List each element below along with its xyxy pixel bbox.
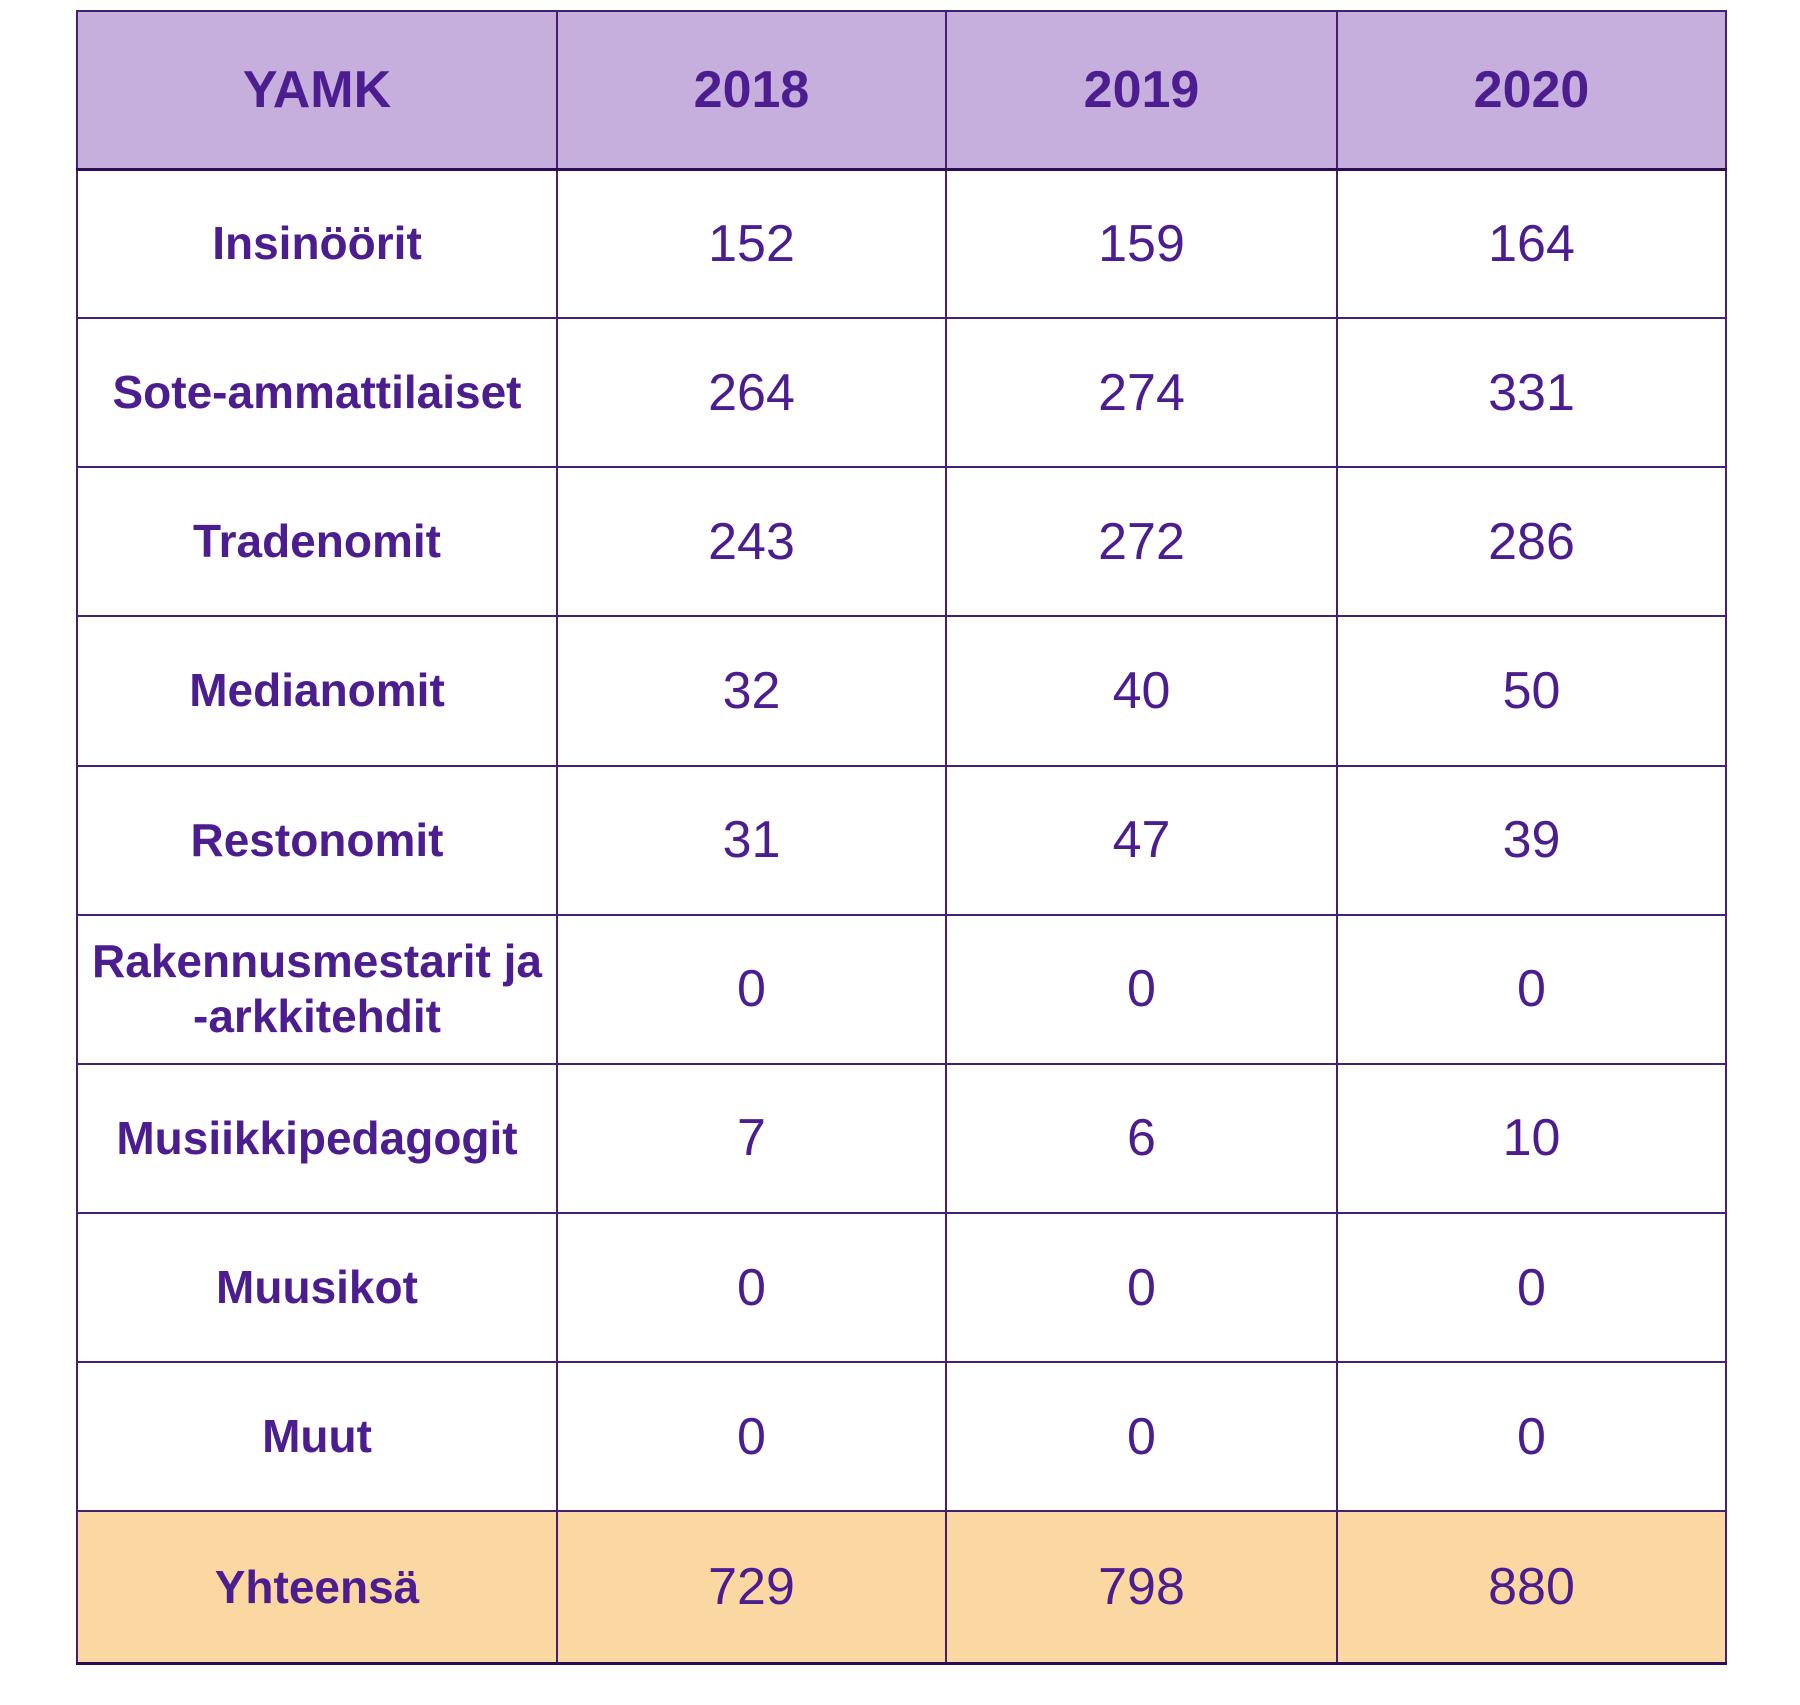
header-row: YAMK 2018 2019 2020 <box>76 10 1727 171</box>
table-row: Tradenomit 243 272 286 <box>76 466 1727 618</box>
row-label: Medianomit <box>76 615 558 767</box>
table-row: Restonomit 31 47 39 <box>76 764 1727 916</box>
column-header-yamk: YAMK <box>76 10 558 171</box>
yamk-table: YAMK 2018 2019 2020 Insinöörit 152 159 1… <box>76 10 1727 1666</box>
total-label: Yhteensä <box>76 1510 558 1666</box>
cell-value: 286 <box>1336 466 1727 618</box>
cell-value: 274 <box>945 317 1338 469</box>
column-header-2020: 2020 <box>1336 10 1727 171</box>
cell-value: 31 <box>556 764 947 916</box>
cell-value: 50 <box>1336 615 1727 767</box>
cell-value: 39 <box>1336 764 1727 916</box>
cell-value: 0 <box>1336 1361 1727 1513</box>
total-value: 798 <box>945 1510 1338 1666</box>
cell-value: 32 <box>556 615 947 767</box>
row-label: Rakennusmestarit ja -arkkitehdit <box>76 913 558 1065</box>
cell-value: 164 <box>1336 167 1727 320</box>
cell-value: 0 <box>945 913 1338 1065</box>
total-value: 729 <box>556 1510 947 1666</box>
table-row: Muusikot 0 0 0 <box>76 1211 1727 1364</box>
row-label: Restonomit <box>76 764 558 916</box>
cell-value: 152 <box>556 167 947 320</box>
cell-value: 331 <box>1336 317 1727 469</box>
total-value: 880 <box>1336 1510 1727 1666</box>
cell-value: 6 <box>945 1062 1338 1214</box>
cell-value: 159 <box>945 167 1338 320</box>
table-row: Rakennusmestarit ja -arkkitehdit 0 0 0 <box>76 913 1727 1065</box>
cell-value: 0 <box>556 1361 947 1513</box>
cell-value: 0 <box>945 1211 1338 1364</box>
table-row: Sote-ammattilaiset 264 274 331 <box>76 317 1727 469</box>
table-row: Muut 0 0 0 <box>76 1361 1727 1513</box>
cell-value: 0 <box>556 913 947 1065</box>
cell-value: 243 <box>556 466 947 618</box>
table-row: Musiikkipedagogit 7 6 10 <box>76 1062 1727 1214</box>
row-label: Insinöörit <box>76 167 558 320</box>
cell-value: 40 <box>945 615 1338 767</box>
cell-value: 10 <box>1336 1062 1727 1214</box>
cell-value: 0 <box>1336 1211 1727 1364</box>
cell-value: 47 <box>945 764 1338 916</box>
cell-value: 272 <box>945 466 1338 618</box>
cell-value: 0 <box>1336 913 1727 1065</box>
row-label: Sote-ammattilaiset <box>76 317 558 469</box>
column-header-2018: 2018 <box>556 10 947 171</box>
row-label: Musiikkipedagogit <box>76 1062 558 1214</box>
row-label: Tradenomit <box>76 466 558 618</box>
cell-value: 7 <box>556 1062 947 1214</box>
cell-value: 0 <box>556 1211 947 1364</box>
row-label: Muut <box>76 1361 558 1513</box>
total-row: Yhteensä 729 798 880 <box>76 1510 1727 1666</box>
cell-value: 264 <box>556 317 947 469</box>
table-row: Insinöörit 152 159 164 <box>76 167 1727 320</box>
column-header-2019: 2019 <box>945 10 1338 171</box>
row-label: Muusikot <box>76 1211 558 1364</box>
cell-value: 0 <box>945 1361 1338 1513</box>
table-row: Medianomit 32 40 50 <box>76 615 1727 767</box>
